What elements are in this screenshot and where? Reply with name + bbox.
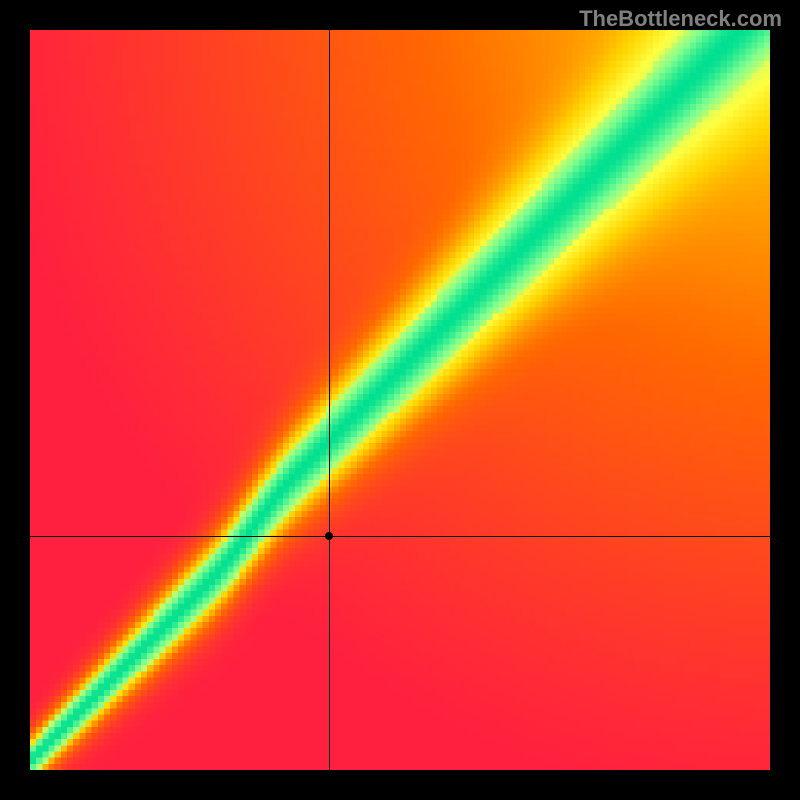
crosshair-vertical — [329, 30, 330, 770]
watermark-text: TheBottleneck.com — [579, 6, 782, 32]
crosshair-marker — [325, 532, 333, 540]
heatmap-canvas — [30, 30, 770, 770]
crosshair-horizontal — [30, 536, 770, 537]
heatmap-plot — [30, 30, 770, 770]
